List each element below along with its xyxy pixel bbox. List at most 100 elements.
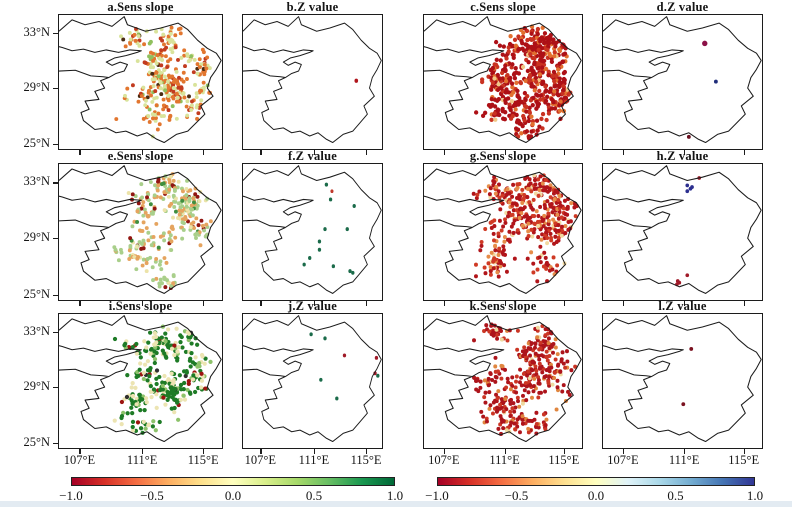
station-dot xyxy=(374,355,379,360)
station-dot xyxy=(141,116,146,121)
station-dot xyxy=(558,369,563,374)
station-dot xyxy=(157,122,162,127)
station-dot xyxy=(554,83,559,88)
station-dot xyxy=(527,77,532,82)
station-dot xyxy=(527,177,532,182)
station-dot xyxy=(552,78,557,84)
station-dot xyxy=(127,248,132,253)
station-dot xyxy=(495,396,500,401)
y-axis-label: 29°N xyxy=(23,379,50,394)
station-dot xyxy=(198,243,203,248)
station-dot xyxy=(530,207,535,212)
station-dot xyxy=(501,44,507,49)
station-dot xyxy=(507,102,512,107)
station-dot xyxy=(494,57,499,63)
station-dot xyxy=(522,214,527,219)
station-dot xyxy=(163,402,168,407)
station-dot xyxy=(498,207,503,212)
station-dot xyxy=(188,364,193,369)
station-dot xyxy=(539,237,544,242)
station-dot xyxy=(508,409,513,414)
station-dot xyxy=(565,349,569,354)
station-dot xyxy=(146,238,151,243)
station-dot xyxy=(533,191,538,196)
station-dot xyxy=(169,239,174,244)
station-dot xyxy=(135,219,140,224)
station-dot xyxy=(523,176,528,181)
x-tick-mark xyxy=(79,301,81,306)
station-dot xyxy=(154,368,160,373)
station-dot xyxy=(193,355,198,360)
station-dot xyxy=(162,238,167,243)
station-dot xyxy=(538,260,543,265)
basin-map-b xyxy=(243,16,382,144)
station-dot xyxy=(500,108,505,114)
station-dot xyxy=(561,52,566,57)
station-dot xyxy=(136,201,141,206)
station-dot xyxy=(130,419,136,424)
station-dot xyxy=(190,99,194,104)
station-dot xyxy=(194,91,199,96)
station-dot xyxy=(526,118,531,124)
station-dot xyxy=(543,89,548,94)
station-dot xyxy=(543,327,548,332)
station-dot xyxy=(561,361,566,366)
station-dot xyxy=(514,187,519,192)
station-dot xyxy=(494,332,499,337)
station-dot xyxy=(569,201,574,206)
station-dot xyxy=(156,183,161,188)
panel-title-c: c.Sens slope xyxy=(470,0,536,14)
station-dot xyxy=(516,399,520,404)
station-dot xyxy=(154,103,159,108)
station-dot xyxy=(156,177,161,182)
station-dot xyxy=(556,228,561,234)
station-dot xyxy=(150,265,155,270)
station-dot xyxy=(554,40,559,45)
station-dot xyxy=(523,381,528,386)
map-panel-g xyxy=(423,163,583,301)
station-dot xyxy=(526,369,531,374)
station-dot xyxy=(537,381,542,386)
station-dot xyxy=(487,390,492,395)
station-dot xyxy=(158,86,163,91)
station-dot xyxy=(495,270,500,275)
station-dot xyxy=(162,42,166,47)
x-tick-mark xyxy=(260,449,262,454)
x-tick-mark xyxy=(203,449,205,454)
station-dot xyxy=(195,342,200,347)
station-dot xyxy=(559,215,564,220)
station-dot xyxy=(493,117,498,122)
station-dot xyxy=(494,409,499,414)
station-dot xyxy=(492,111,497,116)
station-dot xyxy=(534,106,539,111)
station-dot xyxy=(150,99,155,104)
station-dot xyxy=(553,44,558,49)
station-dot xyxy=(181,91,186,96)
station-dot xyxy=(480,113,486,118)
station-dot xyxy=(151,51,156,56)
x-tick-mark xyxy=(142,301,144,306)
station-dot xyxy=(154,256,159,261)
station-dot xyxy=(558,203,563,208)
station-dot xyxy=(125,411,130,416)
station-dot xyxy=(192,200,196,205)
station-dot xyxy=(541,412,546,417)
station-dot xyxy=(515,182,520,187)
station-dot xyxy=(161,32,166,37)
station-dot xyxy=(541,264,546,269)
station-dot xyxy=(166,194,171,199)
station-dot xyxy=(138,355,143,360)
station-dot xyxy=(136,34,141,38)
station-dot xyxy=(155,127,160,132)
station-dot xyxy=(543,339,548,344)
station-dot xyxy=(480,79,485,85)
station-dot xyxy=(162,84,167,89)
station-dot xyxy=(197,199,202,204)
station-dot xyxy=(162,208,167,213)
station-dot xyxy=(534,368,539,373)
x-tick-mark xyxy=(504,150,506,155)
station-dot xyxy=(137,38,142,43)
station-dot xyxy=(163,339,168,344)
station-dot xyxy=(189,54,194,59)
station-dot xyxy=(545,241,550,246)
